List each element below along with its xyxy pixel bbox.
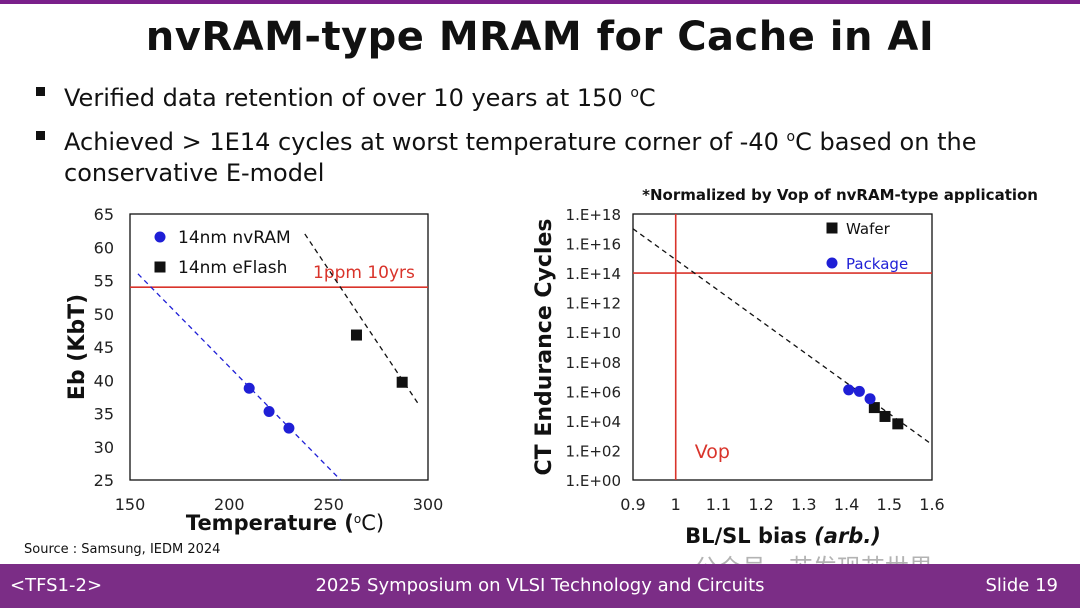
- bullet-item: Verified data retention of over 10 years…: [36, 78, 1046, 114]
- bullet-text: Verified data retention of over 10 years…: [64, 84, 631, 112]
- footer-session-id: <TFS1-2>: [10, 575, 103, 596]
- chart2-trend-line: [632, 228, 933, 446]
- chart2-point-wafer: [868, 402, 880, 414]
- source-citation: Source : Samsung, IEDM 2024: [24, 542, 221, 557]
- bullet-text-tail: C: [638, 84, 656, 112]
- chart2-y-tick-label: 1.E+16: [566, 236, 621, 254]
- chart2-point-wafer: [892, 418, 904, 430]
- chart1-legend-marker: [154, 261, 166, 273]
- footer-bar: <TFS1-2> 2025 Symposium on VLSI Technolo…: [0, 564, 1080, 608]
- bullet-degree: o: [630, 85, 639, 101]
- chart2-y-tick-label: 1.E+18: [566, 206, 621, 224]
- chart2-plot-frame: [632, 213, 933, 481]
- chart2-x-axis-label: BL/SL bias (arb.): [685, 524, 881, 548]
- chart1-y-tick-label: 40: [94, 371, 114, 390]
- chart1-y-tick-label: 30: [94, 438, 114, 457]
- chart2-x-tick-label: 0.9: [620, 495, 645, 514]
- chart2-y-tick-label: 1.E+00: [566, 472, 621, 490]
- chart1-x-axis-label: Temperature (oC): [186, 511, 384, 535]
- chart2-x-tick-label: 1.1: [706, 495, 731, 514]
- chart2-x-tick-label: 1.4: [834, 495, 859, 514]
- chart1-x-tick-label: 150: [115, 495, 146, 514]
- chart1-y-tick-label: 55: [94, 272, 114, 291]
- chart2-point-package: [843, 384, 855, 396]
- chart2-y-tick-label: 1.E+10: [566, 324, 621, 342]
- chart1-point-nvram: [243, 382, 255, 394]
- chart1-point-nvram: [283, 422, 295, 434]
- chart2-legend-marker: [826, 257, 838, 269]
- chart1-y-tick-label: 35: [94, 405, 114, 424]
- bullet-list: Verified data retention of over 10 years…: [36, 78, 1046, 197]
- chart2-vop-label: Vop: [695, 441, 730, 463]
- chart2-y-tick-label: 1.E+04: [566, 413, 621, 431]
- chart2-y-tick-label: 1.E+08: [566, 354, 621, 372]
- chart1-legend-label: 14nm nvRAM: [178, 228, 291, 248]
- chart1-point-eflash: [396, 376, 408, 388]
- chart2-y-tick-label: 1.E+14: [566, 265, 621, 283]
- chart2-y-axis-label: CT Endurance Cycles: [532, 219, 557, 476]
- chart2-x-tick-label: 1.3: [791, 495, 816, 514]
- chart1-legend-marker: [154, 231, 166, 243]
- chart2-y-tick-label: 1.E+02: [566, 442, 621, 460]
- chart1-trend-nvram: [137, 273, 342, 481]
- chart2-legend-label: Package: [846, 255, 908, 273]
- footer-slide-number: Slide 19: [985, 575, 1058, 596]
- chart1-y-tick-label: 25: [94, 471, 114, 490]
- chart2-x-tick-label: 1.2: [748, 495, 773, 514]
- chart1-y-tick-label: 45: [94, 338, 114, 357]
- bullet-degree: o: [786, 129, 796, 145]
- chart1-x-tick-label: 300: [413, 495, 444, 514]
- chart1-point-nvram: [263, 406, 275, 418]
- chart1-y-tick-label: 60: [94, 238, 114, 257]
- chart2-point-package: [864, 393, 876, 405]
- bullet-text-tail: C based on the conservative E-model: [64, 128, 977, 187]
- bullet-marker: [36, 131, 45, 140]
- top-accent-bar: [0, 0, 1080, 4]
- chart1-retention-label: 1ppm 10yrs: [313, 263, 415, 283]
- chart2-legend-label: Wafer: [846, 220, 891, 238]
- chart2-x-tick-label: 1.5: [877, 495, 902, 514]
- chart1-trend-eflash: [304, 233, 419, 404]
- chart1-x-tick-label: 250: [313, 495, 344, 514]
- chart2-y-tick-label: 1.E+12: [566, 295, 621, 313]
- footer-conference: 2025 Symposium on VLSI Technology and Ci…: [315, 575, 765, 596]
- chart2-x-tick-label: 1.6: [919, 495, 944, 514]
- bullet-item: Achieved > 1E14 cycles at worst temperat…: [36, 122, 1046, 189]
- chart2-point-package: [853, 385, 865, 397]
- chart1-x-tick-label: 200: [214, 495, 245, 514]
- chart1-y-axis-label: Eb (KbT): [65, 294, 90, 400]
- chart1-legend-label: 14nm eFlash: [178, 258, 287, 278]
- bullet-marker: [36, 87, 45, 96]
- bullet-text: Achieved > 1E14 cycles at worst temperat…: [64, 128, 787, 156]
- slide-title: nvRAM-type MRAM for Cache in AI: [145, 14, 935, 60]
- normalization-note: *Normalized by Vop of nvRAM-type applica…: [642, 186, 1038, 204]
- chart1-plot-frame: [129, 213, 429, 481]
- chart1-point-eflash: [350, 329, 362, 341]
- chart2-point-wafer: [879, 410, 891, 422]
- chart2-legend-marker: [826, 222, 838, 234]
- chart2-x-tick-label: 1: [671, 495, 681, 514]
- chart1-y-tick-label: 50: [94, 305, 114, 324]
- chart1-y-tick-label: 65: [94, 205, 114, 224]
- chart2-y-tick-label: 1.E+06: [566, 383, 621, 401]
